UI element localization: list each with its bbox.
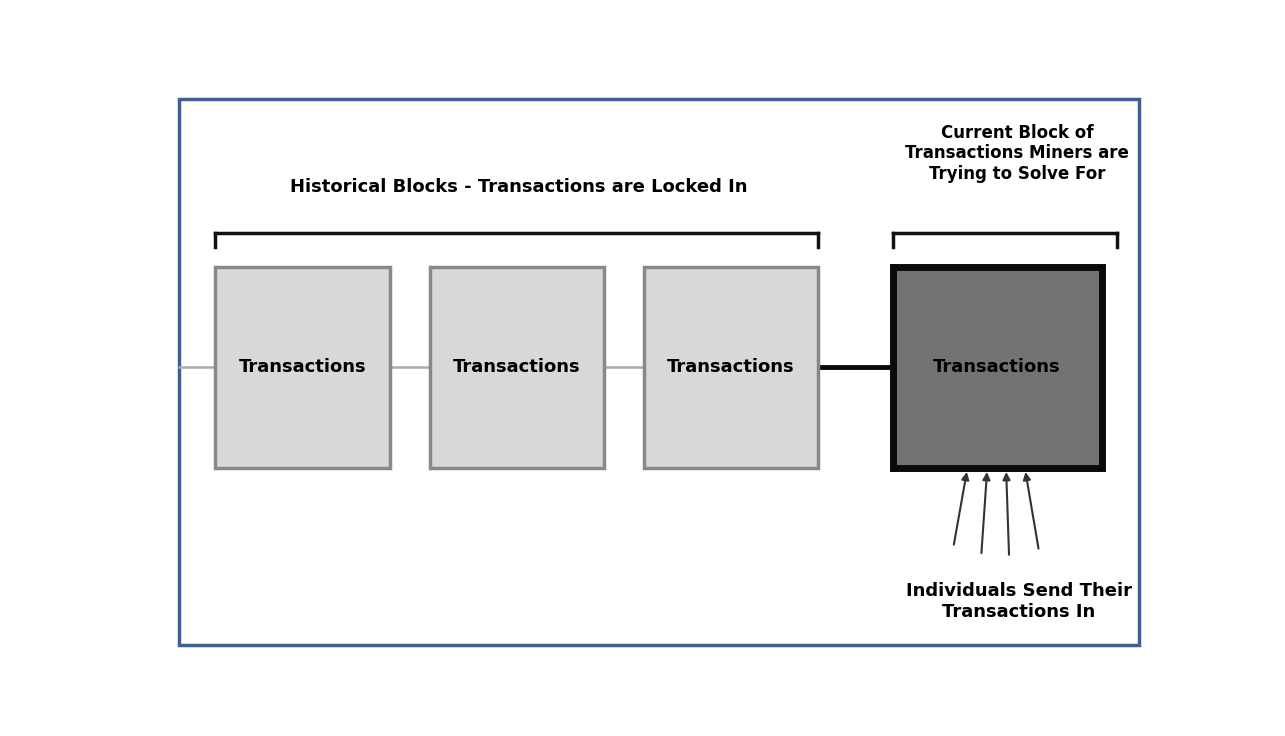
Text: Historical Blocks - Transactions are Locked In: Historical Blocks - Transactions are Loc… xyxy=(290,179,748,197)
Text: Individuals Send Their
Transactions In: Individuals Send Their Transactions In xyxy=(906,581,1132,620)
Bar xyxy=(429,267,604,468)
Text: Transactions: Transactions xyxy=(452,358,581,376)
Text: Transactions: Transactions xyxy=(667,358,794,376)
Text: Current Block of
Transactions Miners are
Trying to Solve For: Current Block of Transactions Miners are… xyxy=(905,124,1130,183)
Bar xyxy=(893,267,1101,468)
Text: Transactions: Transactions xyxy=(239,358,366,376)
Text: Transactions: Transactions xyxy=(933,358,1061,376)
Bar xyxy=(644,267,817,468)
Bar xyxy=(216,267,389,468)
